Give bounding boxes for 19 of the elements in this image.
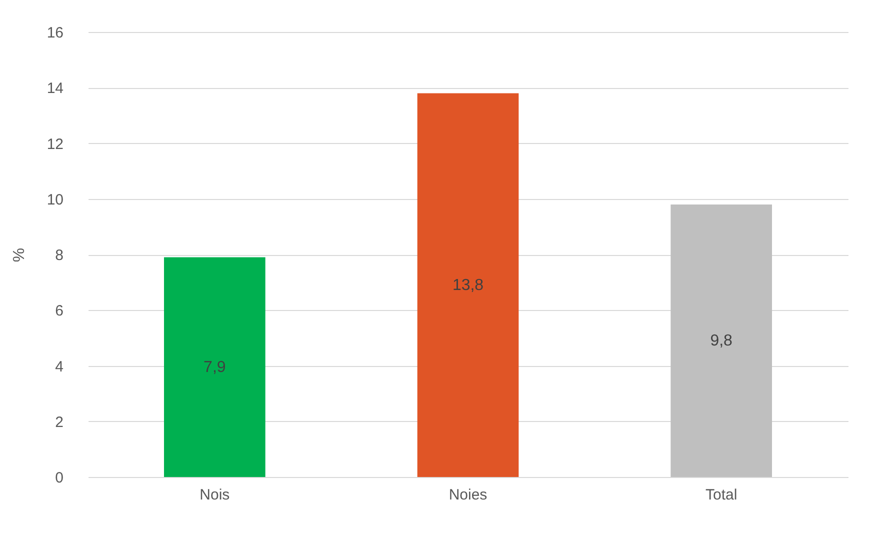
y-tick-label: 8: [55, 247, 64, 264]
y-tick-label: 0: [55, 470, 64, 486]
y-tick-label: 14: [46, 80, 64, 98]
data-label: 13,8: [452, 277, 484, 294]
y-tick-label: 4: [55, 358, 64, 376]
data-label: 9,8: [710, 332, 733, 350]
x-tick-label: Total: [705, 486, 738, 504]
bar: [417, 93, 519, 477]
y-tick-label: 10: [46, 191, 64, 208]
bar: [670, 204, 772, 477]
x-tick-label: Nois: [200, 486, 230, 504]
y-axis-title: %: [10, 248, 28, 262]
bar: [164, 257, 266, 477]
y-tick-label: 2: [55, 414, 64, 431]
data-label: 7,9: [204, 359, 226, 376]
y-tick-label: 16: [46, 24, 64, 42]
y-tick-label: 12: [46, 136, 64, 153]
y-tick-label: 6: [55, 302, 64, 320]
x-tick-label: Noies: [448, 486, 488, 504]
